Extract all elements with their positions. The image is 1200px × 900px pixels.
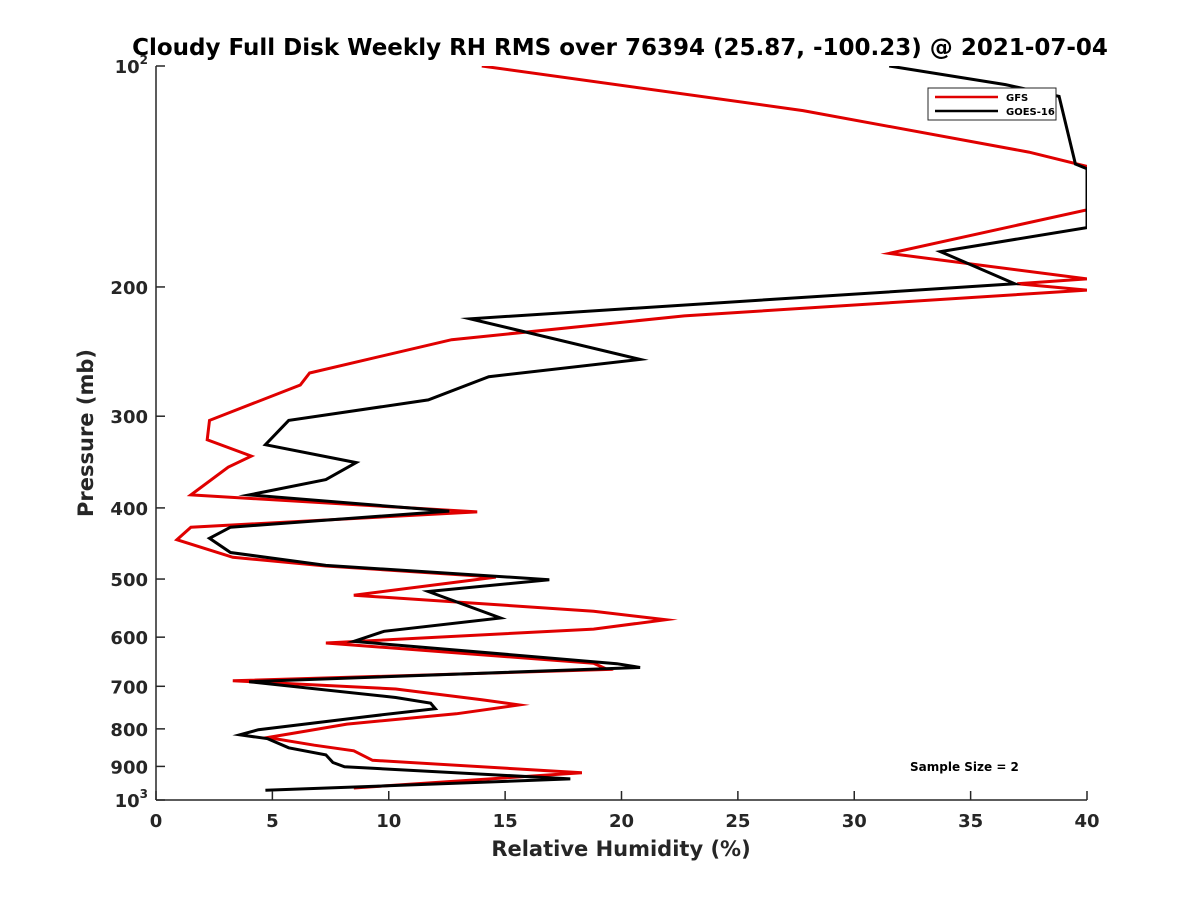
y-tick-base: 10 [115,791,140,812]
y-tick-label: 600 [110,628,148,649]
legend: GFS GOES-16 [927,87,1057,121]
series-line-goes16 [206,66,1087,792]
y-tick-label: 900 [110,757,148,778]
y-tick-exponent: 3 [140,787,148,801]
x-tick-label: 10 [376,811,401,832]
y-axis-label: Pressure (mb) [74,349,98,517]
y-tick-label: 103 [115,787,148,812]
legend-box [927,87,1057,121]
y-tick-exponent: 2 [140,53,148,67]
x-tick-label: 40 [1074,811,1099,832]
x-tick-label: 25 [725,811,750,832]
y-tick-label: 500 [110,570,148,591]
series-layer [173,66,1087,792]
x-tick-label: 5 [266,811,279,832]
legend-label-goes16: GOES-16 [1006,107,1055,118]
x-tick-label: 20 [609,811,634,832]
y-tick-label: 400 [110,499,148,520]
y-tick-label: 102 [115,53,148,78]
x-tick-label: 30 [842,811,867,832]
y-tick-base: 10 [115,57,140,78]
y-tick-label: 300 [110,407,148,428]
sample-size-annotation: Sample Size = 2 [910,760,1019,774]
y-tick-label: 200 [110,278,148,299]
x-tick-label: 35 [958,811,983,832]
series-line-gfs [173,66,1087,790]
x-tick-label: 0 [150,811,163,832]
y-tick-label: 700 [110,677,148,698]
x-axis-label: Relative Humidity (%) [491,837,750,861]
x-tick-label: 15 [493,811,518,832]
y-tick-label: 800 [110,720,148,741]
x-tick-group: 0 5 10 15 20 25 30 35 40 [150,791,1100,832]
legend-label-gfs: GFS [1006,93,1028,104]
chart-title: Cloudy Full Disk Weekly RH RMS over 7639… [132,35,1108,61]
